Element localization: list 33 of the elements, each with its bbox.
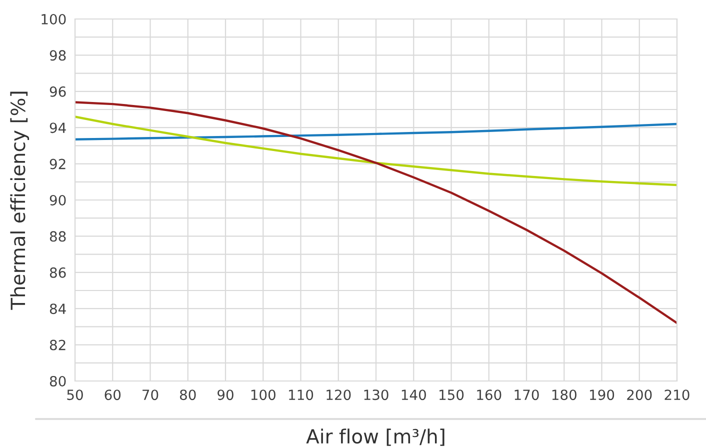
- x-tick-label: 50: [67, 390, 83, 400]
- x-tick-label: 80: [180, 390, 196, 400]
- y-tick-label: 86: [50, 267, 66, 278]
- x-tick-label: 100: [251, 390, 276, 400]
- x-tick-label: 90: [218, 390, 234, 400]
- y-tick-label: 100: [42, 14, 66, 24]
- y-tick-label: 92: [50, 158, 66, 170]
- line-series: [75, 101, 677, 324]
- y-tick-label: 84: [50, 304, 66, 314]
- x-tick-label: 160: [477, 390, 502, 400]
- y-axis-title: Thermal efficiency [%]: [10, 92, 30, 310]
- y-tick-label: 94: [50, 122, 66, 134]
- y-tick-label: 88: [50, 231, 66, 242]
- y-tick-label: 98: [50, 50, 66, 61]
- y-tick-label: 96: [50, 86, 66, 97]
- x-tick-label: 110: [289, 390, 314, 400]
- x-tick-label: 150: [440, 390, 464, 400]
- x-tick-label: 180: [552, 390, 576, 400]
- line-series: [75, 116, 677, 186]
- y-tick-label: 90: [50, 194, 66, 206]
- x-tick-label: 130: [364, 390, 388, 400]
- x-tick-label: 200: [627, 390, 652, 400]
- x-tick-label: 120: [326, 390, 351, 400]
- line-series: [75, 122, 677, 140]
- x-tick-label: 210: [664, 390, 690, 400]
- y-tick-label: 80: [50, 376, 66, 386]
- x-tick-label: 70: [142, 390, 158, 400]
- x-axis-title: Air flow [m³/h]: [306, 428, 444, 446]
- x-tick-label: 60: [104, 390, 121, 400]
- x-tick-label: 190: [590, 390, 614, 400]
- x-tick-label: 140: [402, 390, 426, 400]
- y-tick-label: 82: [50, 340, 66, 350]
- x-tick-label: 170: [514, 390, 539, 400]
